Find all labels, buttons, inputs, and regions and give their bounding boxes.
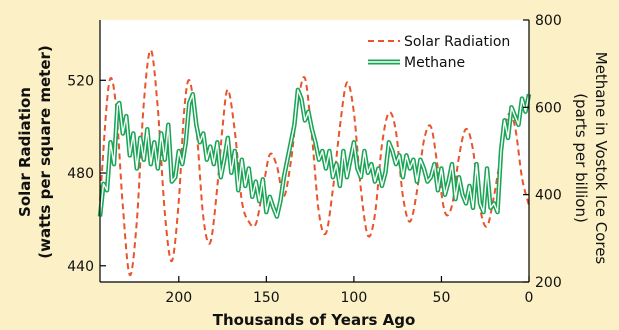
legend-solar-label: Solar Radiation: [404, 34, 510, 50]
y-right-tick-label: 200: [535, 275, 562, 291]
y-left-tick-label: 520: [67, 73, 94, 89]
left-axis-title-line2: (watts per square meter): [36, 45, 54, 259]
y-right-tick-label: 600: [535, 100, 562, 116]
legend: Solar Radiation Methane: [368, 34, 510, 71]
x-tick-label: 200: [165, 290, 192, 306]
legend-methane-label: Methane: [404, 55, 465, 71]
right-axis-title-line2: (parts per billion): [572, 93, 590, 223]
ticks-layer: 200 150 100 50 0 440 480 520 200 400 600 800: [67, 13, 561, 306]
x-axis-title: Thousands of Years Ago: [213, 311, 416, 329]
axes-layer: [99, 20, 530, 283]
left-axis-title-line1: Solar Radiation: [16, 87, 34, 217]
series-methane-line-inner: [99, 89, 530, 218]
y-right-tick-label: 800: [535, 13, 562, 29]
x-tick-label: 0: [525, 290, 534, 306]
y-right-tick-label: 400: [535, 188, 562, 204]
x-tick-label: 150: [253, 290, 280, 306]
series-layer: [97, 49, 532, 277]
right-axis-title: Methane in Vostok Ice Cores (parts per b…: [572, 52, 610, 265]
right-axis-title-line1: Methane in Vostok Ice Cores: [592, 52, 610, 265]
y-left-tick-label: 480: [67, 166, 94, 182]
x-tick-label: 100: [341, 290, 368, 306]
x-tick-label: 50: [433, 290, 451, 306]
y-left-tick-label: 440: [67, 259, 94, 275]
left-axis-title: Solar Radiation (watts per square meter): [16, 45, 54, 259]
